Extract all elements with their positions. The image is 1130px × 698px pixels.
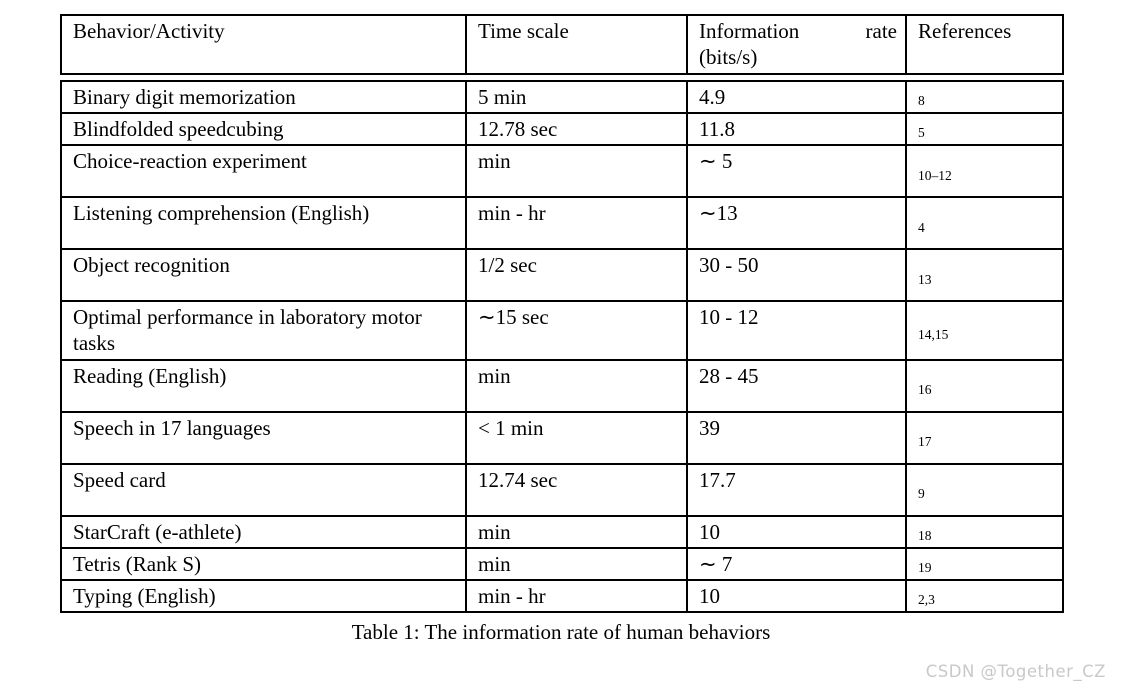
table-body: Binary digit memorization 5 min 4.9 8 Blindf… bbox=[60, 79, 1064, 614]
reference-number: 4 bbox=[918, 219, 925, 235]
time-scale-cell: min bbox=[465, 358, 688, 413]
information-rate-cell: ∼ 7 bbox=[686, 546, 907, 582]
table-row: Blindfolded speedcubing 12.78 sec 11.8 5 bbox=[60, 111, 1064, 147]
behavior-cell: Blindfolded speedcubing bbox=[60, 111, 467, 147]
header-references: References bbox=[905, 14, 1064, 75]
information-rate-cell: 4.9 bbox=[686, 79, 907, 114]
references-cell: 9 bbox=[905, 462, 1064, 517]
time-scale-cell: min bbox=[465, 144, 688, 198]
behavior-cell: StarCraft (e-athlete) bbox=[60, 514, 467, 549]
table-row: Choice-reaction experiment min ∼ 5 10–12 bbox=[60, 144, 1064, 198]
references-cell: 5 bbox=[905, 111, 1064, 147]
information-rate-cell: 17.7 bbox=[686, 462, 907, 517]
header-time-scale: Time scale bbox=[465, 14, 688, 75]
table-row: Tetris (Rank S) min ∼ 7 19 bbox=[60, 546, 1064, 582]
reference-number: 13 bbox=[918, 271, 932, 287]
reference-number: 18 bbox=[918, 527, 932, 543]
header-behavior-activity: Behavior/Activity bbox=[60, 14, 467, 75]
reference-number: 10–12 bbox=[918, 167, 952, 183]
behavior-cell: Choice-reaction experiment bbox=[60, 144, 467, 198]
time-scale-cell: 1/2 sec bbox=[465, 248, 688, 302]
information-rate-cell: 11.8 bbox=[686, 111, 907, 147]
reference-number: 2,3 bbox=[918, 592, 935, 607]
behavior-cell: Reading (English) bbox=[60, 358, 467, 413]
behavior-cell: Typing (English) bbox=[60, 578, 467, 614]
reference-number: 16 bbox=[918, 382, 932, 398]
reference-number: 19 bbox=[918, 559, 932, 575]
references-cell: 14,15 bbox=[905, 300, 1064, 361]
information-rate-cell: 28 - 45 bbox=[686, 358, 907, 413]
information-rate-cell: 10 - 12 bbox=[686, 300, 907, 361]
table-row: Listening comprehension (English) min - h… bbox=[60, 196, 1064, 250]
info-rate-table: Binary digit memorization 5 min 4.9 8 Blindf… bbox=[60, 79, 1064, 614]
behavior-cell: Speech in 17 languages bbox=[60, 410, 467, 465]
behavior-cell: Speed card bbox=[60, 462, 467, 517]
time-scale-cell: min - hr bbox=[465, 196, 688, 250]
table-row: Speed card 12.74 sec 17.7 9 bbox=[60, 462, 1064, 517]
behavior-cell: Listening comprehension (English) bbox=[60, 196, 467, 250]
time-scale-cell: 12.74 sec bbox=[465, 462, 688, 517]
time-scale-cell: ∼15 sec bbox=[465, 300, 688, 361]
behavior-cell: Binary digit memorization bbox=[60, 79, 467, 114]
information-rate-cell: 10 bbox=[686, 514, 907, 549]
reference-number: 14,15 bbox=[918, 327, 949, 343]
header-row: Behavior/Activity Time scale Information… bbox=[60, 14, 1064, 75]
time-scale-cell: < 1 min bbox=[465, 410, 688, 465]
references-cell: 8 bbox=[905, 79, 1064, 114]
information-rate-cell: 30 - 50 bbox=[686, 248, 907, 302]
references-cell: 10–12 bbox=[905, 144, 1064, 198]
behavior-cell: Object recognition bbox=[60, 248, 467, 302]
table-row: Object recognition 1/2 sec 30 - 50 13 bbox=[60, 248, 1064, 302]
information-rate-cell: 39 bbox=[686, 410, 907, 465]
time-scale-cell: 5 min bbox=[465, 79, 688, 114]
time-scale-cell: min bbox=[465, 546, 688, 582]
table-row: StarCraft (e-athlete) min 10 18 bbox=[60, 514, 1064, 549]
table-row: Typing (English) min - hr 10 2,3 bbox=[60, 578, 1064, 614]
references-cell: 18 bbox=[905, 514, 1064, 549]
table-caption: Table 1: The information rate of human b… bbox=[351, 620, 771, 645]
time-scale-cell: min bbox=[465, 514, 688, 549]
table-row: Speech in 17 languages < 1 min 39 17 bbox=[60, 410, 1064, 465]
references-cell: 4 bbox=[905, 196, 1064, 250]
information-rate-cell: 10 bbox=[686, 578, 907, 614]
references-cell: 2,3 bbox=[905, 578, 1064, 614]
time-scale-cell: 12.78 sec bbox=[465, 111, 688, 147]
reference-number: 8 bbox=[918, 92, 925, 108]
reference-number: 9 bbox=[918, 486, 925, 502]
time-scale-cell: min - hr bbox=[465, 578, 688, 614]
behavior-cell: Tetris (Rank S) bbox=[60, 546, 467, 582]
information-rate-cell: ∼ 5 bbox=[686, 144, 907, 198]
references-cell: 13 bbox=[905, 248, 1064, 302]
table-header: Behavior/Activity Time scale Information… bbox=[60, 14, 1064, 75]
reference-number: 17 bbox=[918, 434, 932, 450]
watermark: CSDN @Together_CZ bbox=[925, 662, 1106, 681]
table-row: Binary digit memorization 5 min 4.9 8 bbox=[60, 79, 1064, 114]
references-cell: 19 bbox=[905, 546, 1064, 582]
table-wrapper: Behavior/Activity Time scale Information… bbox=[60, 14, 1064, 645]
references-cell: 16 bbox=[905, 358, 1064, 413]
behavior-cell: Optimal performance in laboratory motor … bbox=[60, 300, 467, 361]
table-row: Reading (English) min 28 - 45 16 bbox=[60, 358, 1064, 413]
header-information-rate: Information rate (bits/s) bbox=[686, 14, 907, 75]
information-rate-cell: ∼13 bbox=[686, 196, 907, 250]
references-cell: 17 bbox=[905, 410, 1064, 465]
reference-number: 5 bbox=[918, 124, 925, 140]
table-row: Optimal performance in laboratory motor … bbox=[60, 300, 1064, 361]
